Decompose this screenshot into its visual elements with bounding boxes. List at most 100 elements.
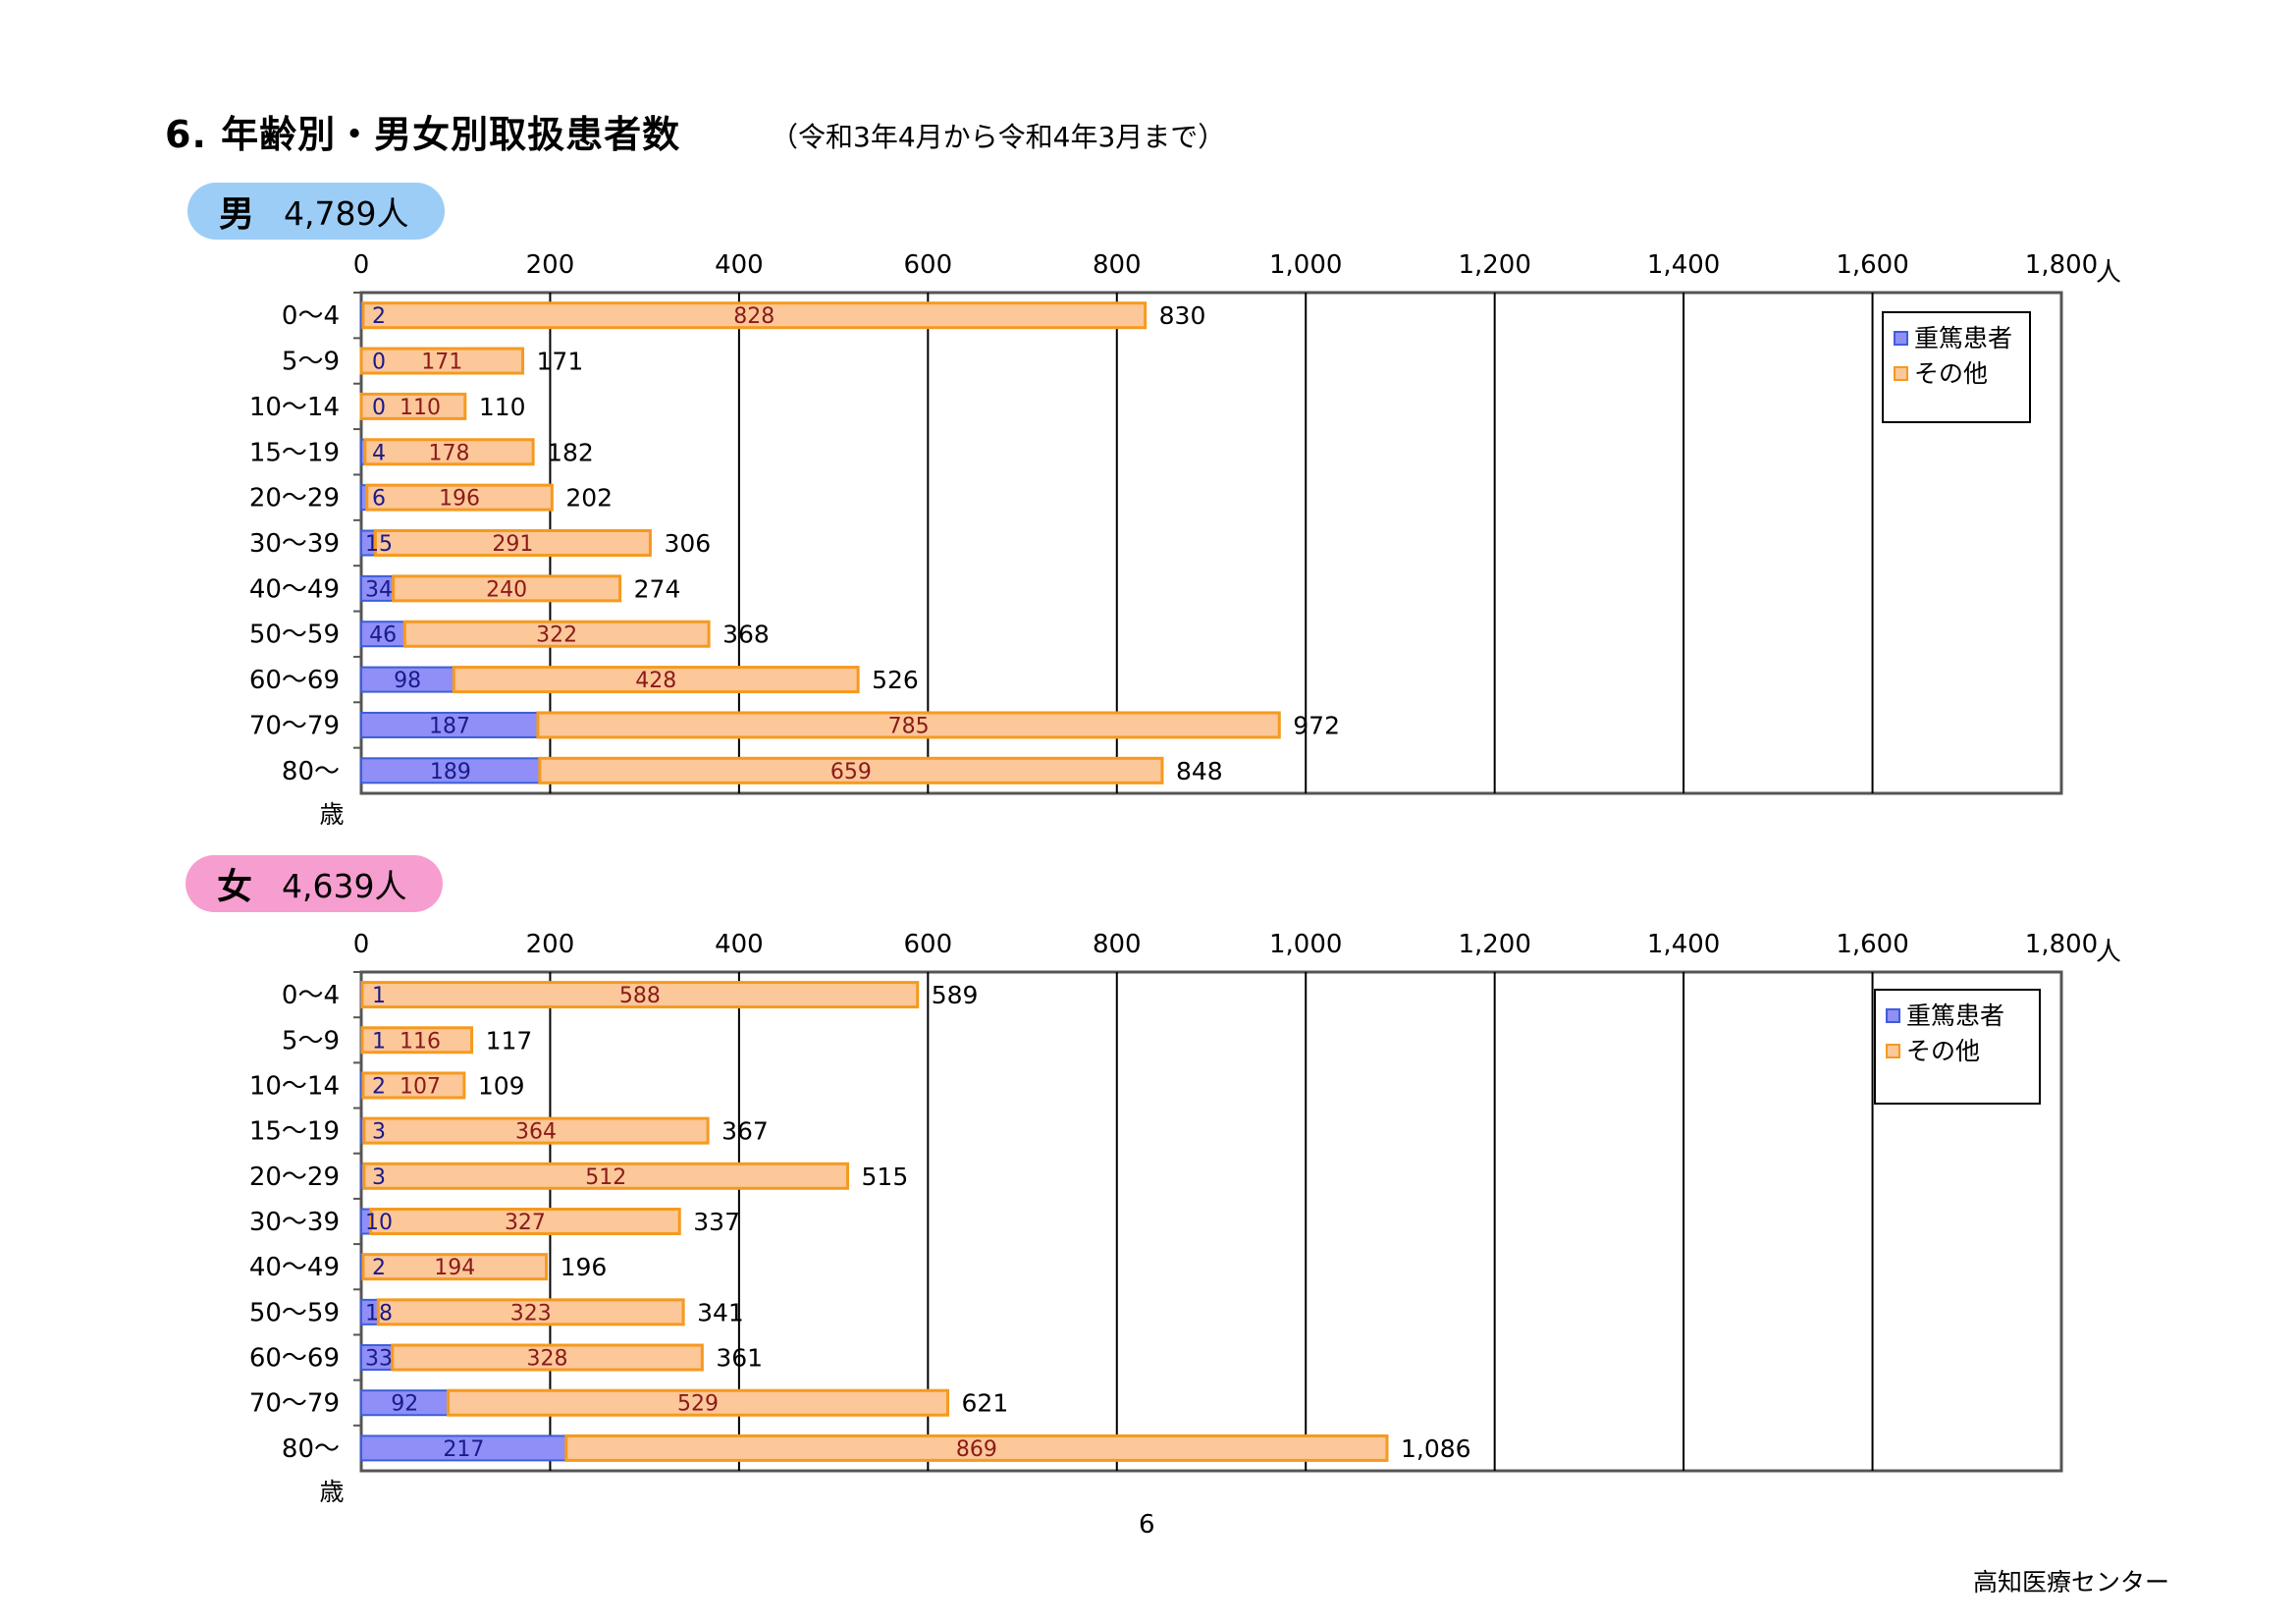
total-label: 341 [697,1298,744,1326]
x-tick-label: 1,800 [2025,930,2098,959]
x-tick-label: 200 [526,250,575,280]
data-label-other: 785 [888,714,930,738]
x-tick-label: 1,200 [1458,930,1530,959]
data-label-severe: 0 [372,396,386,420]
data-label-other: 529 [677,1392,719,1417]
data-label-other: 327 [505,1211,546,1235]
legend-label-other: その他 [1914,359,1988,388]
x-tick-label: 200 [526,930,575,959]
data-label-severe: 1 [372,984,386,1008]
female-label: 女 [217,867,253,907]
data-label-other: 171 [421,351,462,375]
data-label-severe: 33 [365,1347,393,1372]
bar-other [452,666,860,694]
total-label: 306 [664,529,711,558]
category-label: 5〜9 [282,1026,340,1055]
data-label-severe: 34 [365,577,393,602]
data-label-severe: 217 [443,1437,484,1462]
bar-other [376,1298,685,1326]
total-label: 171 [537,348,584,376]
female-total: 4,639人 [282,867,407,905]
x-tick-label: 1,400 [1647,930,1720,959]
legend-swatch-other [1894,366,1908,381]
category-label: 5〜9 [282,348,340,377]
x-tick-label: 1,800 [2025,250,2098,280]
data-label-other: 194 [434,1256,475,1280]
bar-other [447,1388,950,1417]
category-label: 70〜79 [249,1389,340,1419]
legend-label-other: その他 [1906,1037,1980,1065]
data-label-severe: 98 [394,669,421,693]
male-label: 男 [219,194,255,235]
bar-other [392,574,622,603]
data-label-severe: 2 [372,304,386,329]
total-label: 515 [862,1163,909,1191]
bar-other [360,1026,474,1055]
x-tick-label: 1,600 [1836,250,1908,280]
category-label: 0〜4 [282,981,340,1010]
category-label: 20〜29 [249,484,340,514]
data-label-other: 107 [400,1074,441,1099]
bar-other [360,981,920,1009]
x-tick-label: 800 [1093,930,1142,959]
category-label: 40〜49 [249,574,340,604]
data-label-other: 428 [635,669,676,693]
data-label-other: 323 [510,1301,552,1325]
data-label-severe: 10 [365,1211,393,1235]
footer-organization: 高知医療センター [1973,1568,2170,1596]
legend-box [1874,989,2041,1105]
data-label-other: 116 [400,1029,441,1054]
x-tick-label: 0 [353,250,370,280]
data-label-severe: 92 [391,1392,418,1417]
data-label-other: 291 [492,532,533,557]
total-label: 367 [721,1117,769,1146]
x-tick-label: 1,000 [1269,930,1342,959]
bar-other [365,483,554,512]
x-tick-label: 600 [904,930,953,959]
category-label: 50〜59 [249,1298,340,1327]
bar-other [369,1208,681,1235]
female-total-badge: 女 4,639人 [186,855,443,912]
page-number: 6 [1139,1510,1155,1540]
legend-swatch-other [1886,1044,1900,1058]
data-label-other: 322 [536,623,577,648]
bar-severe [360,666,455,693]
male-total-badge: 男 4,789人 [187,183,445,240]
data-label-severe: 1 [372,1029,386,1054]
x-unit-label: 人 [2096,258,2121,288]
bar-other [362,1162,850,1190]
total-label: 196 [561,1253,608,1281]
category-label: 15〜19 [249,1117,340,1147]
data-label-other: 659 [830,760,872,784]
data-label-other: 196 [439,487,480,512]
total-label: 589 [932,981,979,1009]
bar-severe [360,711,539,738]
data-label-other: 110 [400,396,441,420]
x-tick-label: 1,400 [1647,250,1720,280]
category-label: 0〜4 [282,301,340,331]
total-label: 972 [1293,711,1340,739]
total-label: 361 [716,1344,763,1373]
category-label: 30〜39 [249,1208,340,1237]
legend-swatch-severe [1886,1008,1900,1023]
bar-severe [360,1344,394,1372]
x-tick-label: 1,200 [1458,250,1530,280]
bar-other [359,347,525,375]
bar-severe [360,621,406,648]
data-label-other: 328 [527,1347,568,1372]
data-label-severe: 3 [372,1120,386,1145]
data-label-other: 364 [515,1120,557,1145]
data-label-severe: 15 [365,532,393,557]
page-title: 6. 年齢別・男女別取扱患者数 [165,113,681,156]
category-label: 80〜 [282,1434,340,1464]
total-label: 109 [478,1071,525,1100]
bar-other [359,392,467,420]
category-label: 40〜49 [249,1253,340,1282]
total-label: 274 [634,574,681,603]
data-label-severe: 18 [365,1301,393,1325]
total-label: 117 [486,1026,533,1055]
data-label-other: 512 [585,1165,626,1190]
total-label: 830 [1159,301,1206,330]
total-label: 110 [479,393,526,421]
category-label: 10〜14 [249,1071,340,1101]
